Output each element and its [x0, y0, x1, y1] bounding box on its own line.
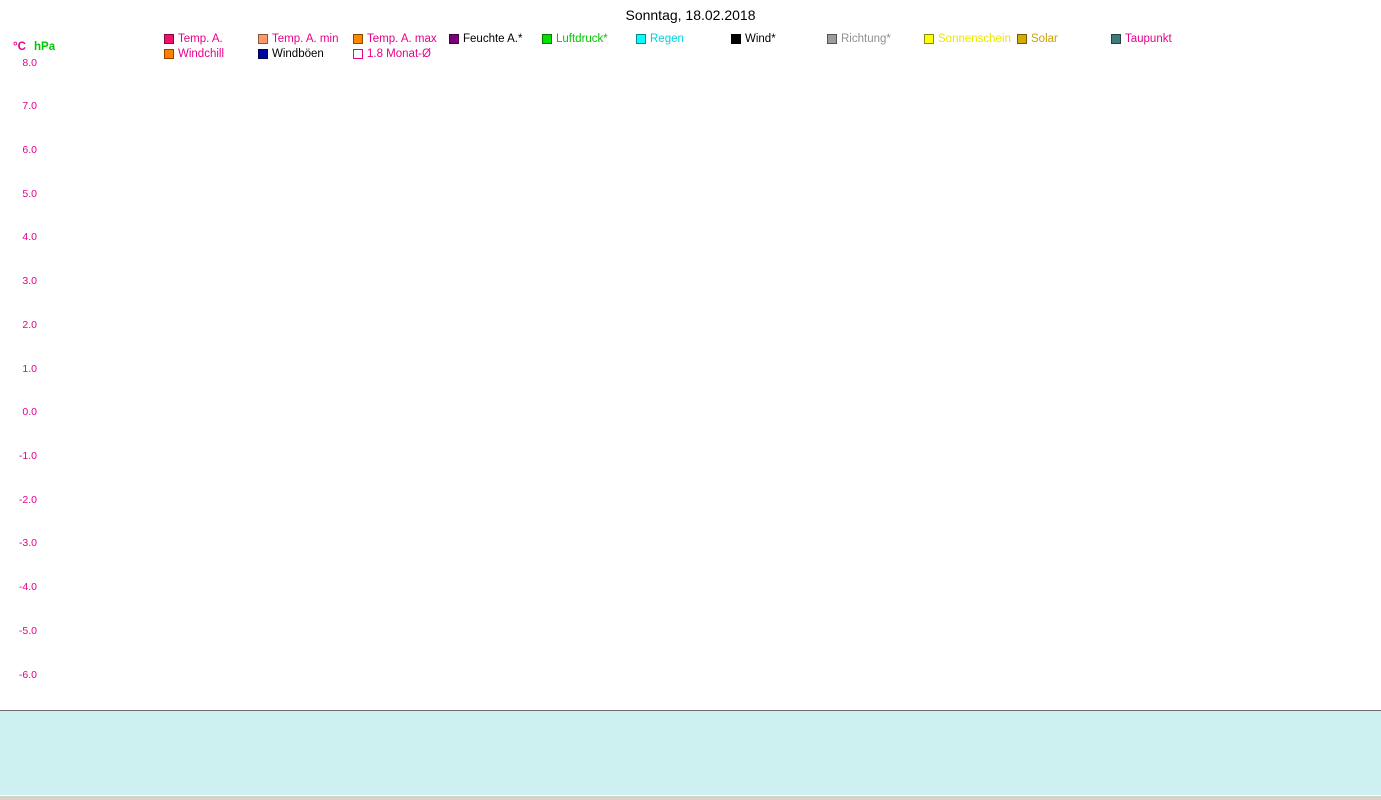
legend-label: Windböen [272, 48, 324, 60]
legend-item-sonnenschein: Sonnenschein [924, 33, 1011, 45]
temp-a-swatch-icon [164, 34, 174, 44]
legend-label: Wind* [745, 33, 776, 45]
legend-label: 1.8 Monat-Ø [367, 48, 431, 60]
status-bar [0, 795, 1381, 800]
richtung-swatch-icon [827, 34, 837, 44]
axis-tick-label: -6.0 [18, 668, 37, 681]
legend-label: Richtung* [841, 33, 891, 45]
legend-item-wind: Wind* [731, 33, 776, 45]
legend-label: Feuchte A.* [463, 33, 523, 45]
axis-tick-label: -2.0 [18, 493, 37, 506]
axis-tick-label: 5.0 [22, 187, 37, 200]
temp-a-min-swatch-icon [258, 34, 268, 44]
axis-tick-label: -4.0 [18, 581, 37, 594]
legend-item-temp-a-min: Temp. A. min [258, 33, 338, 45]
axis-tick-label: -1.0 [18, 449, 37, 462]
legend-item-monat-avg: 1.8 Monat-Ø [353, 48, 431, 60]
legend-label: Temp. A. [178, 33, 223, 45]
regen-swatch-icon [636, 34, 646, 44]
temp-a-max-swatch-icon [353, 34, 363, 44]
legend-label: Temp. A. max [367, 33, 437, 45]
monat-avg-swatch-icon [353, 49, 363, 59]
legend-item-taupunkt: Taupunkt [1111, 33, 1172, 45]
windchill-swatch-icon [164, 49, 174, 59]
feuchte-a-swatch-icon [449, 34, 459, 44]
legend-item-feuchte-a: Feuchte A.* [449, 33, 522, 45]
page-title: Sonntag, 18.02.2018 [625, 7, 756, 23]
legend-label: Taupunkt [1125, 33, 1172, 45]
statistics-table [0, 710, 1381, 796]
legend-label: Regen [650, 33, 684, 45]
legend-item-richtung: Richtung* [827, 33, 891, 45]
legend-item-windboeen: Windböen [258, 48, 324, 60]
wind-swatch-icon [731, 34, 741, 44]
axis-tick-label: 8.0 [22, 56, 37, 69]
legend-label: Windchill [178, 48, 225, 60]
windboeen-swatch-icon [258, 49, 268, 59]
axis-tick-label: 3.0 [22, 275, 37, 288]
axis-tick-label: 6.0 [22, 143, 37, 156]
legend-label: Solar [1031, 33, 1058, 45]
taupunkt-swatch-icon [1111, 34, 1121, 44]
luftdruck-swatch-icon [542, 34, 552, 44]
axis-tick-label: 0.0 [22, 406, 37, 419]
legend-label: Sonnenschein [938, 33, 1011, 45]
axis-header-pressure-hpa: hPa [34, 41, 56, 53]
legend-item-temp-a: Temp. A. [164, 33, 223, 45]
axis-header-temp-c: °C [13, 41, 26, 53]
axis-tick-label: -3.0 [18, 537, 37, 550]
axis-tick-label: 4.0 [22, 231, 37, 244]
legend-item-windchill: Windchill [164, 48, 224, 60]
legend-label: Luftdruck* [556, 33, 608, 45]
legend-item-solar: Solar [1017, 33, 1058, 45]
axis-tick-label: 7.0 [22, 100, 37, 113]
legend-item-regen: Regen [636, 33, 684, 45]
sonnenschein-swatch-icon [924, 34, 934, 44]
solar-swatch-icon [1017, 34, 1027, 44]
axis-tick-label: 1.0 [22, 362, 37, 375]
axis-tick-label: -5.0 [18, 624, 37, 637]
legend-item-luftdruck: Luftdruck* [542, 33, 608, 45]
legend-label: Temp. A. min [272, 33, 339, 45]
axis-tick-label: 2.0 [22, 318, 37, 331]
legend-item-temp-a-max: Temp. A. max [353, 33, 437, 45]
